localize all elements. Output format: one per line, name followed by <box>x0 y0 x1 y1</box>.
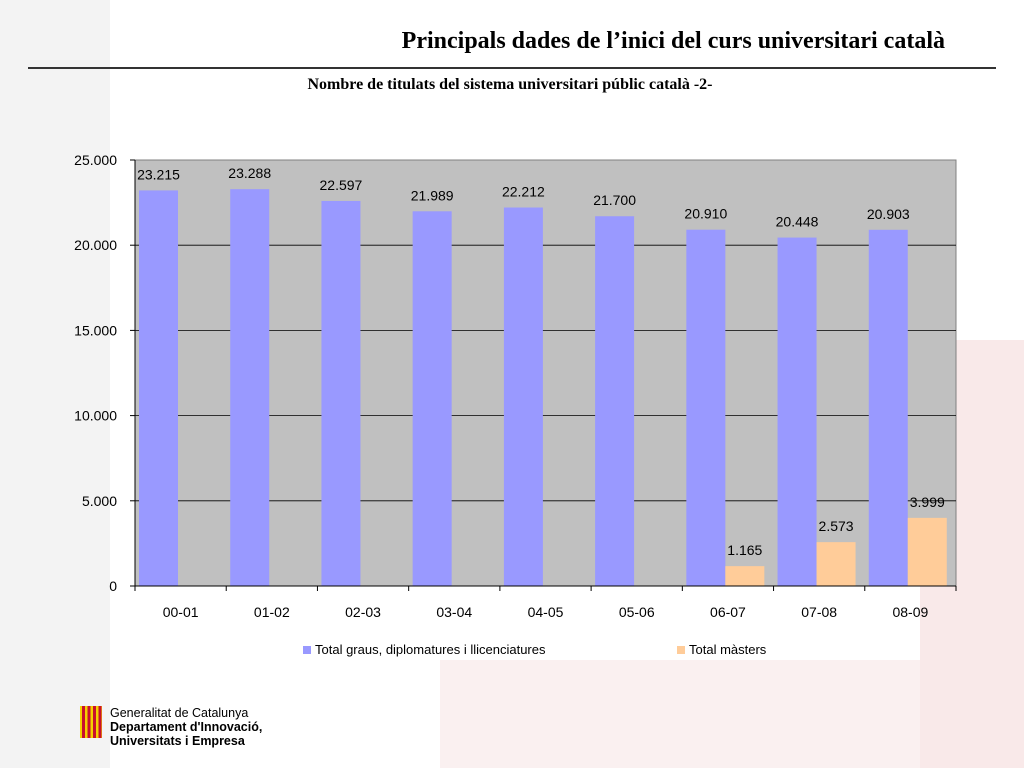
data-label-graus: 22.212 <box>502 184 545 200</box>
bar-masters <box>725 566 765 586</box>
legend: Total graus, diplomatures i llicenciatur… <box>295 640 785 660</box>
legend-item-masters: Total màsters <box>677 642 766 657</box>
x-tick-label: 06-07 <box>710 604 746 620</box>
bar-graus <box>139 190 178 587</box>
legend-label-graus: Total graus, diplomatures i llicenciatur… <box>315 642 546 657</box>
legend-item-graus: Total graus, diplomatures i llicenciatur… <box>303 642 546 657</box>
y-tick-label: 5.000 <box>82 493 117 509</box>
data-label-masters: 3.999 <box>910 494 945 510</box>
bar-graus <box>777 237 817 586</box>
x-tick-label: 00-01 <box>163 604 199 620</box>
data-label-graus: 20.448 <box>776 214 819 230</box>
logo-line-departament: Departament d'Innovació, <box>110 720 263 734</box>
grid-lines <box>134 159 957 587</box>
legend-label-masters: Total màsters <box>689 642 767 657</box>
y-tick-label: 10.000 <box>74 408 117 424</box>
bars <box>139 189 947 587</box>
x-tick-label: 05-06 <box>619 604 655 620</box>
bar-graus <box>412 211 452 586</box>
x-tick-label: 07-08 <box>801 604 837 620</box>
plot-area <box>134 159 957 587</box>
bar-graus <box>868 229 908 587</box>
bar-graus <box>230 189 270 586</box>
data-label-masters: 1.165 <box>727 542 762 558</box>
data-label-graus: 23.288 <box>228 165 271 181</box>
y-tick-label: 15.000 <box>74 322 117 338</box>
data-label-masters: 2.573 <box>819 518 854 534</box>
data-label-graus: 21.989 <box>411 187 454 203</box>
axes: 0 5.000 10.000 15.000 20.000 25.000 00-01 01-02… <box>74 152 957 620</box>
y-tick-label: 20.000 <box>74 237 117 253</box>
data-labels: 23.215 23.288 22.597 21.989 22.212 21.700 20.9… <box>137 165 945 558</box>
title-divider <box>28 67 996 69</box>
bar-graus <box>595 216 635 586</box>
senyera-icon <box>80 706 102 738</box>
generalitat-logo: Generalitat de Catalunya Departament d'I… <box>80 706 262 748</box>
x-tick-label: 03-04 <box>436 604 472 620</box>
logo-line-generalitat: Generalitat de Catalunya <box>110 706 249 720</box>
data-label-graus: 21.700 <box>593 192 636 208</box>
logo-line-universitats: Universitats i Empresa <box>110 734 245 748</box>
y-tick-label: 0 <box>109 578 117 594</box>
data-label-graus: 20.910 <box>684 206 727 222</box>
x-tick-label: 01-02 <box>254 604 290 620</box>
slide-title: Principals dades de l’inici del curs uni… <box>401 28 945 54</box>
bar-graus <box>321 200 361 586</box>
bar-masters <box>816 542 856 586</box>
bar-graus <box>686 229 726 586</box>
legend-swatch-masters <box>677 645 685 654</box>
data-label-graus: 23.215 <box>137 166 180 182</box>
data-label-graus: 22.597 <box>320 177 363 193</box>
bar-masters <box>907 517 947 586</box>
legend-swatch-graus <box>303 645 311 654</box>
x-tick-label: 04-05 <box>528 604 564 620</box>
data-label-graus: 20.903 <box>867 206 910 222</box>
x-tick-label: 02-03 <box>345 604 381 620</box>
x-tick-label: 08-09 <box>892 604 928 620</box>
y-tick-label: 25.000 <box>74 152 117 168</box>
chart-title: Nombre de titulats del sistema universit… <box>307 76 713 93</box>
bar-graus <box>503 207 543 587</box>
